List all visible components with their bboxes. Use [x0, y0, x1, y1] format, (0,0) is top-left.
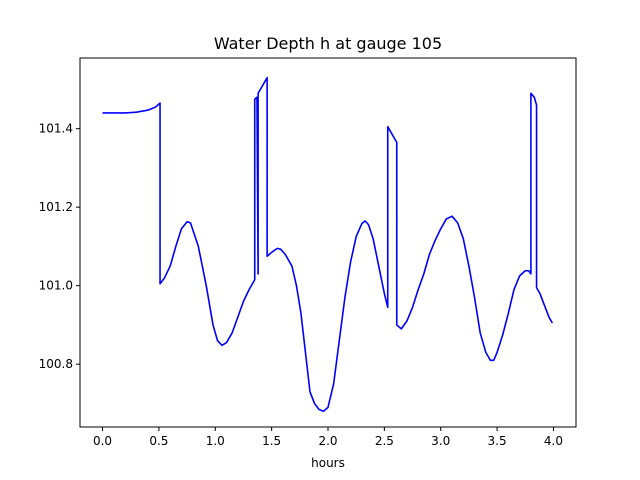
- y-axis: 100.8 101.0 101.2 101.4: [39, 122, 80, 371]
- y-tick-label: 101.2: [39, 200, 73, 214]
- plot-area: [102, 76, 554, 413]
- x-tick-label: 3.0: [431, 434, 450, 448]
- y-tick-label: 100.8: [39, 357, 73, 371]
- x-tick-label: 1.0: [206, 434, 225, 448]
- x-tick-label: 1.5: [262, 434, 281, 448]
- x-tick-label: 3.5: [488, 434, 507, 448]
- x-tick-label: 2.5: [375, 434, 394, 448]
- x-tick-label: 2.0: [318, 434, 337, 448]
- series-line: [102, 76, 554, 413]
- chart-title: Water Depth h at gauge 105: [214, 34, 442, 53]
- x-axis-label: hours: [311, 456, 345, 470]
- y-tick-label: 101.0: [39, 279, 73, 293]
- y-tick-label: 101.4: [39, 122, 73, 136]
- x-axis: 0.0 0.5 1.0 1.5 2.0 2.5 3.0 3.5 4.0: [93, 427, 563, 448]
- x-tick-label: 4.0: [544, 434, 563, 448]
- x-tick-label: 0.0: [93, 434, 112, 448]
- x-tick-label: 0.5: [149, 434, 168, 448]
- plot-frame: [79, 57, 577, 428]
